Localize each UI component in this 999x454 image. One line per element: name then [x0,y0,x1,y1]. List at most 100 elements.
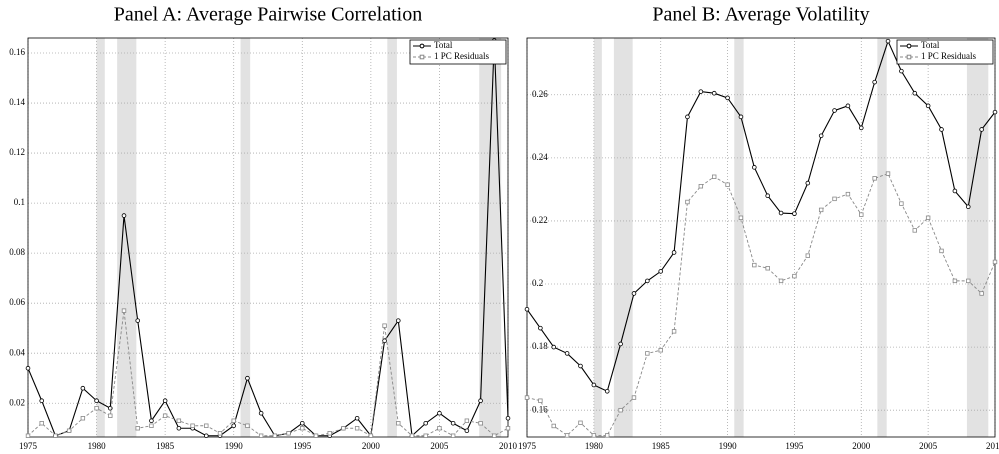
legend-label: Total [921,40,940,50]
data-point [805,253,810,258]
y-tick-label: 0.06 [9,297,25,307]
data-point [176,418,182,423]
data-point [25,433,31,438]
data-point [778,278,784,284]
data-point [845,103,851,109]
y-tick-label: 0.02 [9,397,25,407]
legend-box [409,39,507,65]
data-point [313,433,319,438]
data-point [912,228,917,233]
data-point [524,395,530,400]
data-point [805,180,811,186]
data-point [450,433,456,438]
data-point [53,433,58,438]
data-point [645,278,650,284]
data-point [108,413,113,418]
x-tick-label: 2000 [362,441,381,451]
data-point [395,318,401,323]
data-point [725,182,730,187]
recession-band [877,38,887,437]
y-tick-label: 0.18 [532,341,548,351]
data-point [505,415,511,421]
data-point [698,89,704,94]
data-point [217,431,223,436]
data-point [437,410,442,416]
data-point [965,204,971,210]
data-point [631,395,637,400]
data-point [94,406,99,411]
data-point [437,426,442,431]
data-point [464,428,470,434]
data-point [979,127,984,132]
data-point [899,68,904,74]
data-point [258,433,264,438]
recession-band [734,38,744,437]
y-tick-label: 0.24 [532,152,548,162]
data-point [149,418,154,424]
data-point [368,433,374,438]
data-point [478,421,483,426]
recession-band [966,38,989,437]
data-point [492,433,497,438]
data-point [618,407,623,413]
data-point [698,184,704,189]
data-point [658,269,664,274]
data-point [135,426,140,431]
x-tick-label: 2000 [852,441,871,451]
series-line [27,310,509,437]
data-point [121,213,127,218]
plot-frame [27,37,509,438]
data-point [80,416,86,421]
data-point [631,291,637,296]
data-point [327,431,332,436]
data-point [204,423,209,428]
data-point [738,215,744,220]
data-point [272,433,278,438]
data-point [299,420,305,426]
data-point [94,398,99,404]
data-point [618,341,623,347]
data-point [162,398,168,404]
recession-band [613,38,633,437]
data-point [765,266,770,271]
data-point [409,433,415,438]
data-point [39,421,44,426]
data-point [738,114,744,120]
panel: Panel B: Average Volatility 1975 1980 1985 1… [518,4,999,451]
data-point [872,176,877,181]
data-point [450,420,456,426]
data-point [286,431,291,436]
data-point [245,423,250,428]
x-tick-label: 1975 [518,441,537,451]
data-point [992,109,998,115]
recession-band [479,38,502,437]
legend-label: Total [434,40,453,50]
y-tick-label: 0.12 [9,147,25,157]
data-point [712,174,717,179]
data-point [423,433,428,438]
data-point [478,398,483,404]
data-point [551,344,557,350]
data-point [203,433,209,439]
data-point [845,191,851,197]
data-point [176,425,182,431]
data-point [300,426,305,431]
data-point [752,262,757,268]
x-tick-label: 1985 [156,441,175,451]
panel: Panel A: Average Pairwise Correlation 197… [9,4,517,451]
data-point [832,108,837,113]
data-point [591,433,597,438]
data-point [952,188,958,194]
data-point [162,413,168,418]
data-point [578,363,583,369]
series-line [526,173,996,437]
recession-band [240,38,251,437]
data-point [135,318,141,323]
data-point [671,329,677,334]
x-tick-label: 2010 [986,441,999,451]
data-point [912,90,918,96]
data-point [792,211,797,216]
data-point [778,210,784,216]
data-point [792,273,797,279]
data-point [671,250,677,255]
